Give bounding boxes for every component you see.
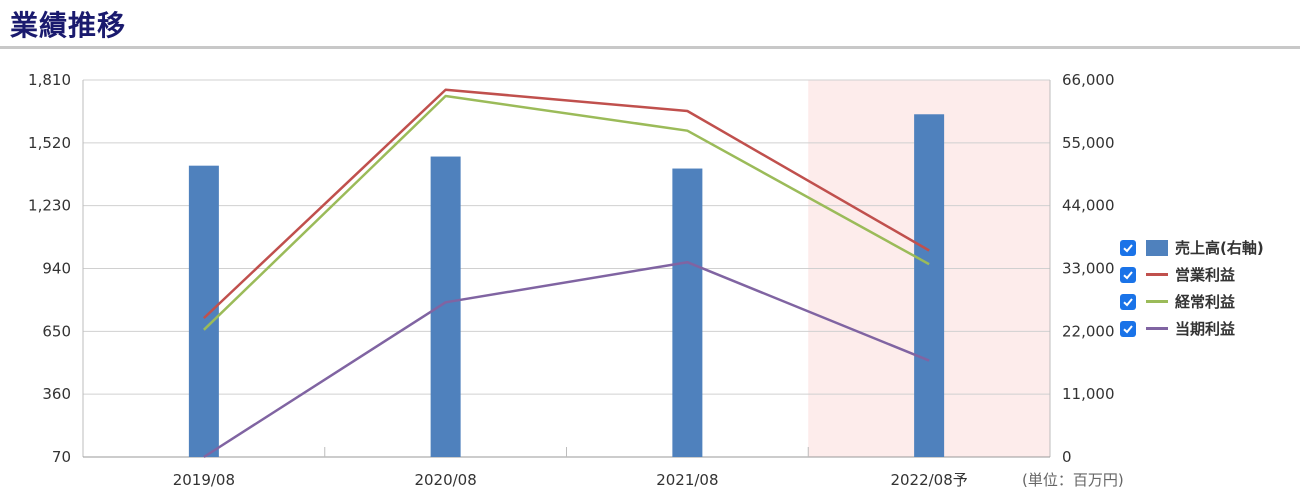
checkbox-checked-icon[interactable] [1120,266,1136,283]
right-axis-tick-label: 0 [1062,448,1072,466]
right-axis-tick-label: 44,000 [1062,197,1115,215]
line-net-profit[interactable] [203,260,930,459]
right-axis-tick-label: 66,000 [1062,71,1115,89]
legend-net-profit[interactable]: 当期利益 [1120,315,1300,342]
section-header: 業績推移 [0,0,1300,49]
x-axis-tick-label: 2022/08予 [890,471,967,489]
line-operating-profit[interactable] [203,88,930,320]
checkbox-checked-icon[interactable] [1120,293,1136,310]
x-axis-tick-label: 2019/08 [173,471,235,489]
x-axis-tick-label: 2020/08 [414,471,476,489]
left-axis-tick-label: 650 [42,322,71,340]
legend-label: 経常利益 [1175,293,1236,311]
page-title: 業績推移 [10,9,127,42]
legend-label: 当期利益 [1175,320,1236,338]
bar-sales[interactable] [914,114,945,457]
bar-sales[interactable] [672,168,703,457]
legend-label: 営業利益 [1175,266,1236,284]
legend-label: 売上高(右軸) [1175,239,1264,257]
legend-swatch [1146,300,1168,303]
x-axis-tick-label: 2021/08 [656,471,718,489]
left-axis-tick-label: 1,520 [28,134,71,152]
left-axis-tick-label: 360 [42,385,71,403]
left-axis-tick-label: 940 [42,260,71,278]
left-axis-tick-label: 70 [52,448,71,466]
left-axis-tick-label: 1,810 [28,71,71,89]
checkbox-checked-icon[interactable] [1120,320,1136,337]
legend-swatch [1146,327,1168,330]
legend-operating-profit[interactable]: 営業利益 [1120,261,1300,288]
right-axis-tick-label: 22,000 [1062,322,1115,340]
checkbox-checked-icon[interactable] [1120,239,1136,256]
legend-ordinary-profit[interactable]: 経常利益 [1120,288,1300,315]
right-axis-tick-label: 11,000 [1062,385,1115,403]
bar-sales[interactable] [188,165,219,457]
right-axis-tick-label: 55,000 [1062,134,1115,152]
right-axis-tick-label: 33,000 [1062,260,1115,278]
line-ordinary-profit[interactable] [203,94,930,331]
legend-swatch [1146,239,1168,256]
legend-sales[interactable]: 売上高(右軸) [1120,234,1300,261]
unit-label: (単位：百万円) [1022,471,1124,489]
chart-legend: 売上高(右軸) 営業利益経常利益当期利益 [1120,234,1300,342]
legend-swatch [1146,273,1168,276]
left-axis-tick-label: 1,230 [28,197,71,215]
bar-sales[interactable] [430,156,461,457]
